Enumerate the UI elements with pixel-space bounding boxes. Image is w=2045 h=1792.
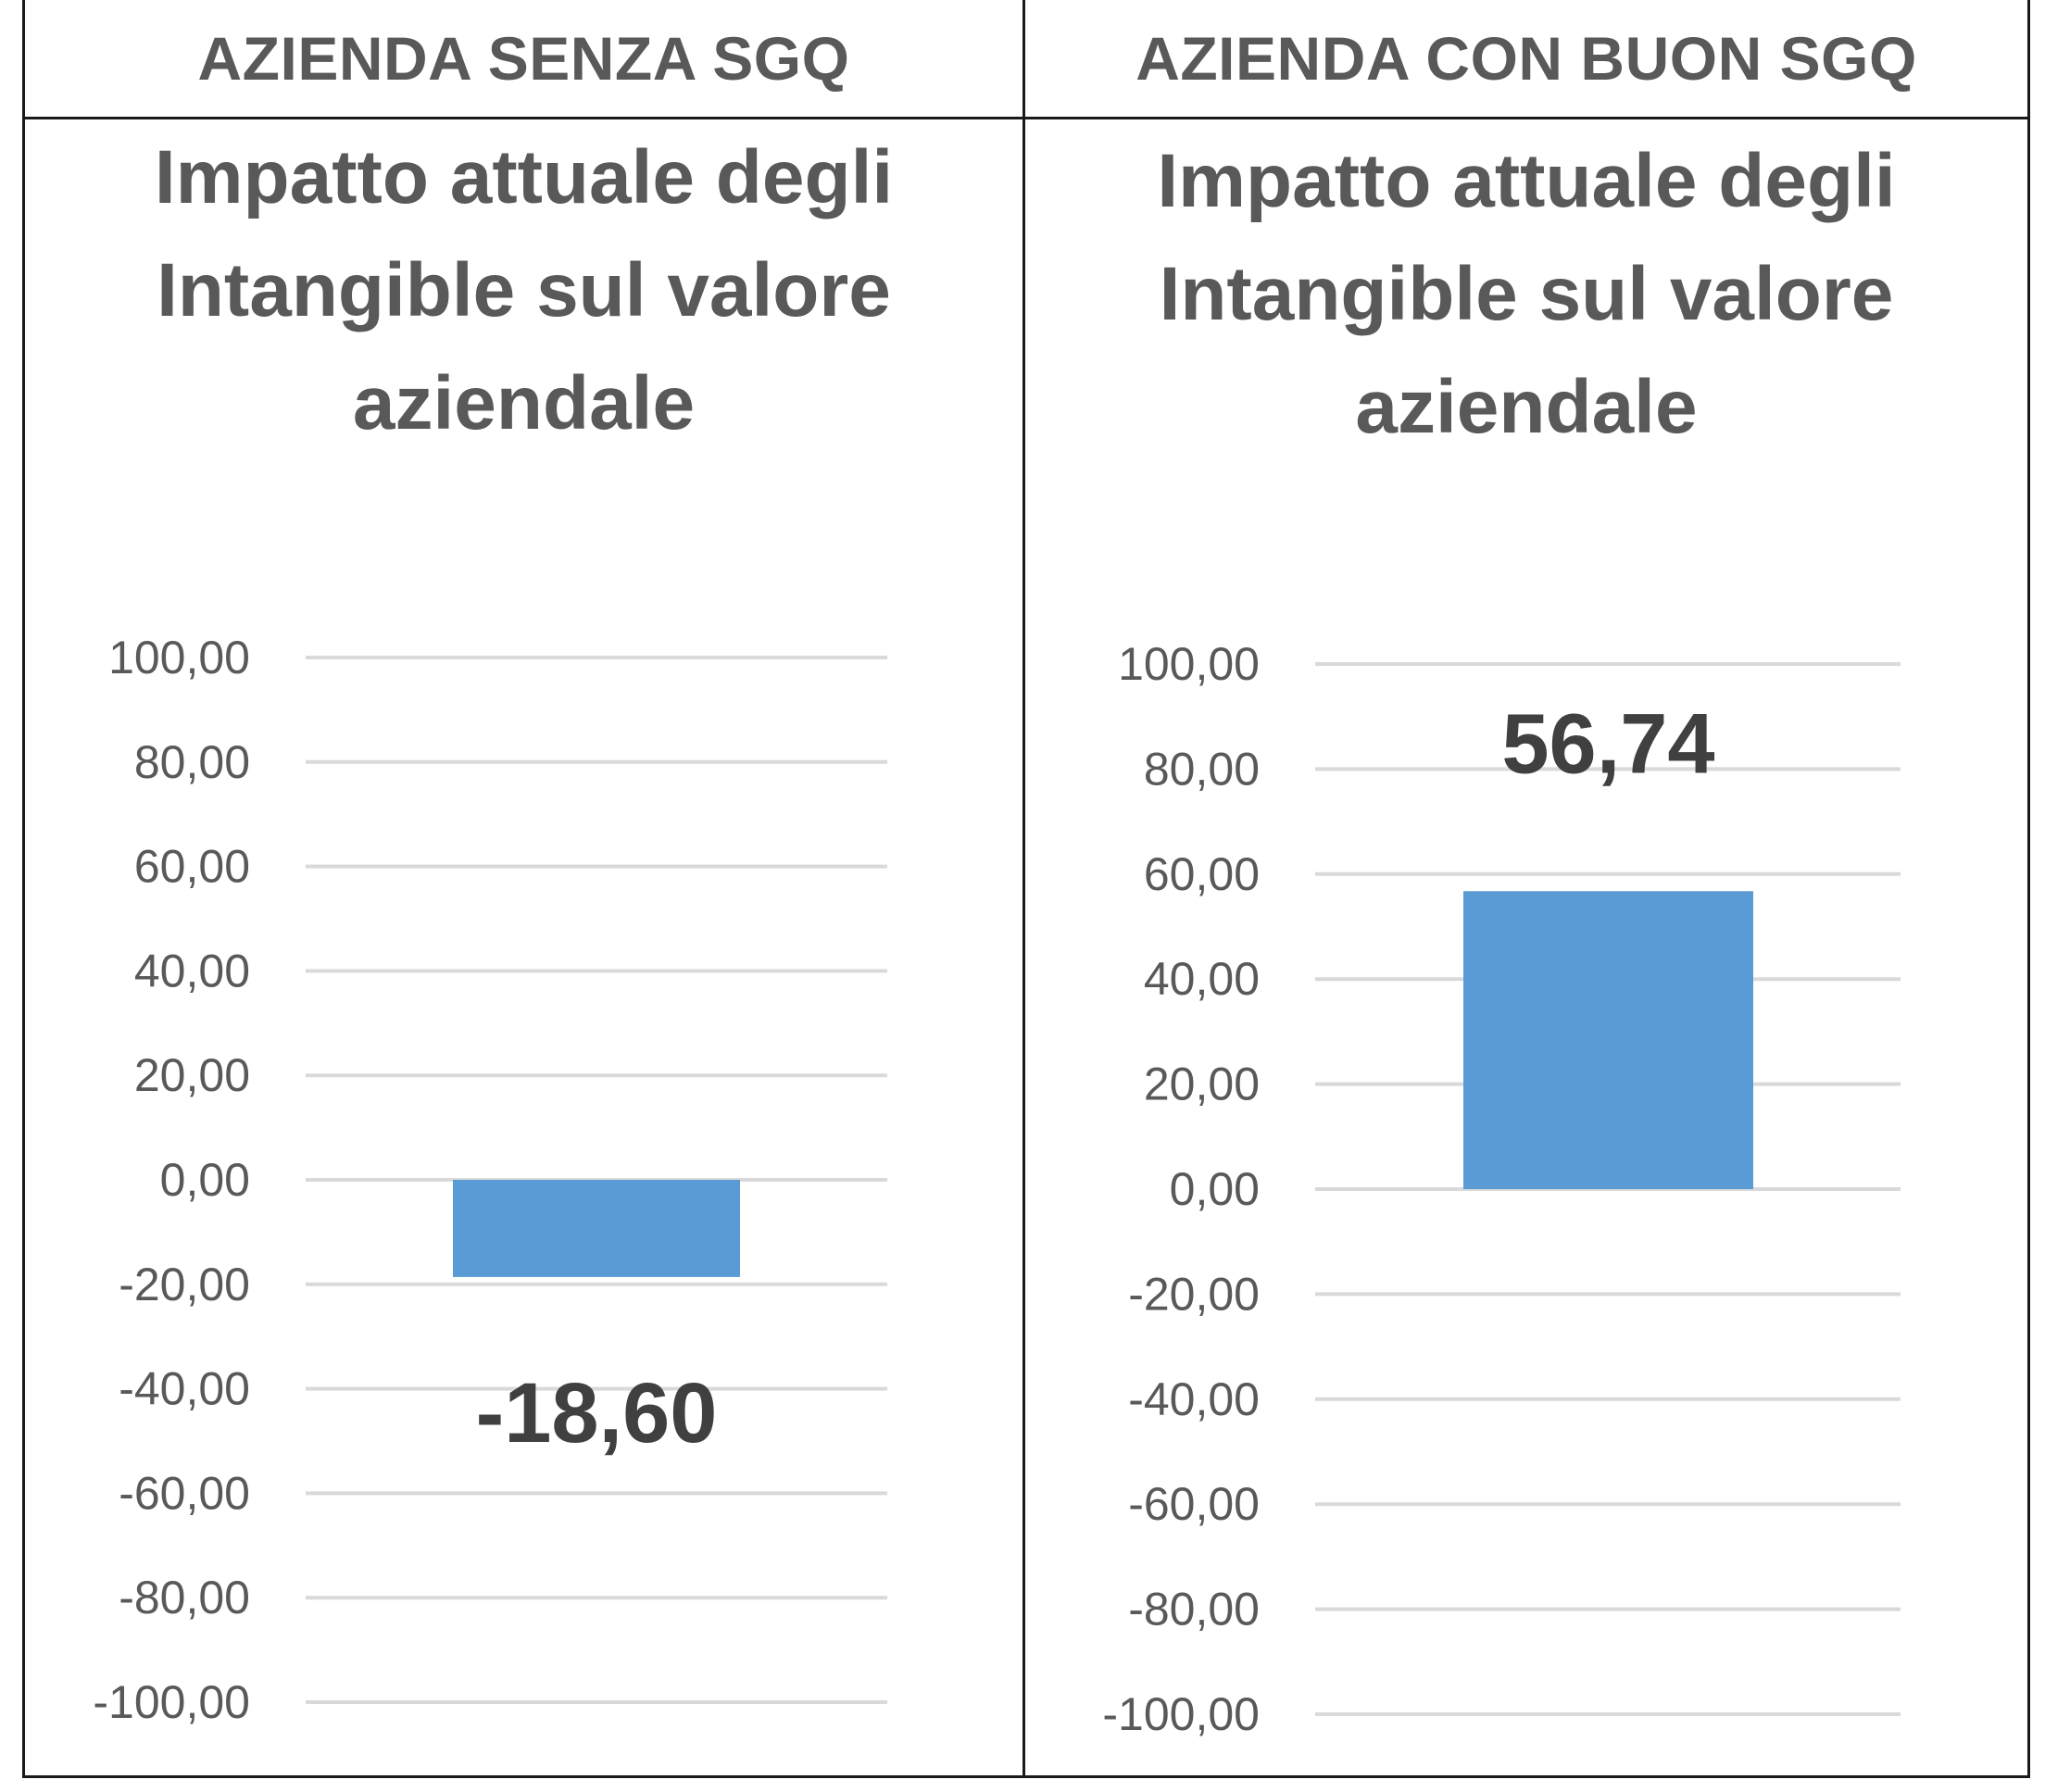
chart-title-line: aziendale <box>352 361 696 445</box>
table-frame <box>22 0 2030 1778</box>
y-tick-label: -20,00 <box>1128 1268 1260 1320</box>
y-tick-label: -40,00 <box>119 1363 250 1415</box>
data-label: -18,60 <box>476 1366 718 1460</box>
header-divider <box>22 117 2030 119</box>
y-tick-label: 100,00 <box>108 632 250 683</box>
y-tick-label: 40,00 <box>134 945 250 996</box>
column-header-left: AZIENDA SENZA SGQ <box>197 24 850 93</box>
y-tick-label: 80,00 <box>1144 743 1260 795</box>
y-tick-label: 20,00 <box>1144 1059 1260 1110</box>
chart-title-line: Intangible sul valore <box>157 248 891 332</box>
y-tick-label: 0,00 <box>1170 1163 1260 1215</box>
chart-title-line: Intangible sul valore <box>1159 252 1894 336</box>
y-tick-label: -100,00 <box>1102 1688 1260 1740</box>
y-tick-label: -40,00 <box>1128 1373 1260 1425</box>
column-divider <box>1022 0 1025 1778</box>
chart-title-line: aziendale <box>1355 365 1698 449</box>
chart-title-left: Impatto attuale degli Intangible sul val… <box>25 121 1022 460</box>
chart-title-line: Impatto attuale degli <box>154 135 894 219</box>
column-header-right: AZIENDA CON BUON SGQ <box>1135 24 1917 93</box>
y-tick-label: 40,00 <box>1144 953 1260 1005</box>
data-label: 56,74 <box>1501 696 1714 791</box>
y-tick-label: 60,00 <box>1144 848 1260 900</box>
y-tick-label: -60,00 <box>119 1467 250 1519</box>
chart-title-line: Impatto attuale degli <box>1157 139 1896 223</box>
y-tick-label: -80,00 <box>1128 1584 1260 1635</box>
chart-title-right: Impatto attuale degli Intangible sul val… <box>1025 125 2027 464</box>
y-tick-label: 0,00 <box>160 1154 250 1206</box>
y-tick-label: 60,00 <box>134 841 250 893</box>
bar <box>1463 891 1753 1189</box>
y-tick-label: 20,00 <box>134 1049 250 1101</box>
y-tick-label: 100,00 <box>1118 638 1260 690</box>
y-tick-label: -80,00 <box>119 1572 250 1623</box>
y-tick-label: 80,00 <box>134 736 250 788</box>
y-tick-label: -60,00 <box>1128 1478 1260 1530</box>
bar <box>453 1180 740 1277</box>
y-tick-label: -20,00 <box>119 1259 250 1310</box>
y-tick-label: -100,00 <box>93 1676 250 1728</box>
